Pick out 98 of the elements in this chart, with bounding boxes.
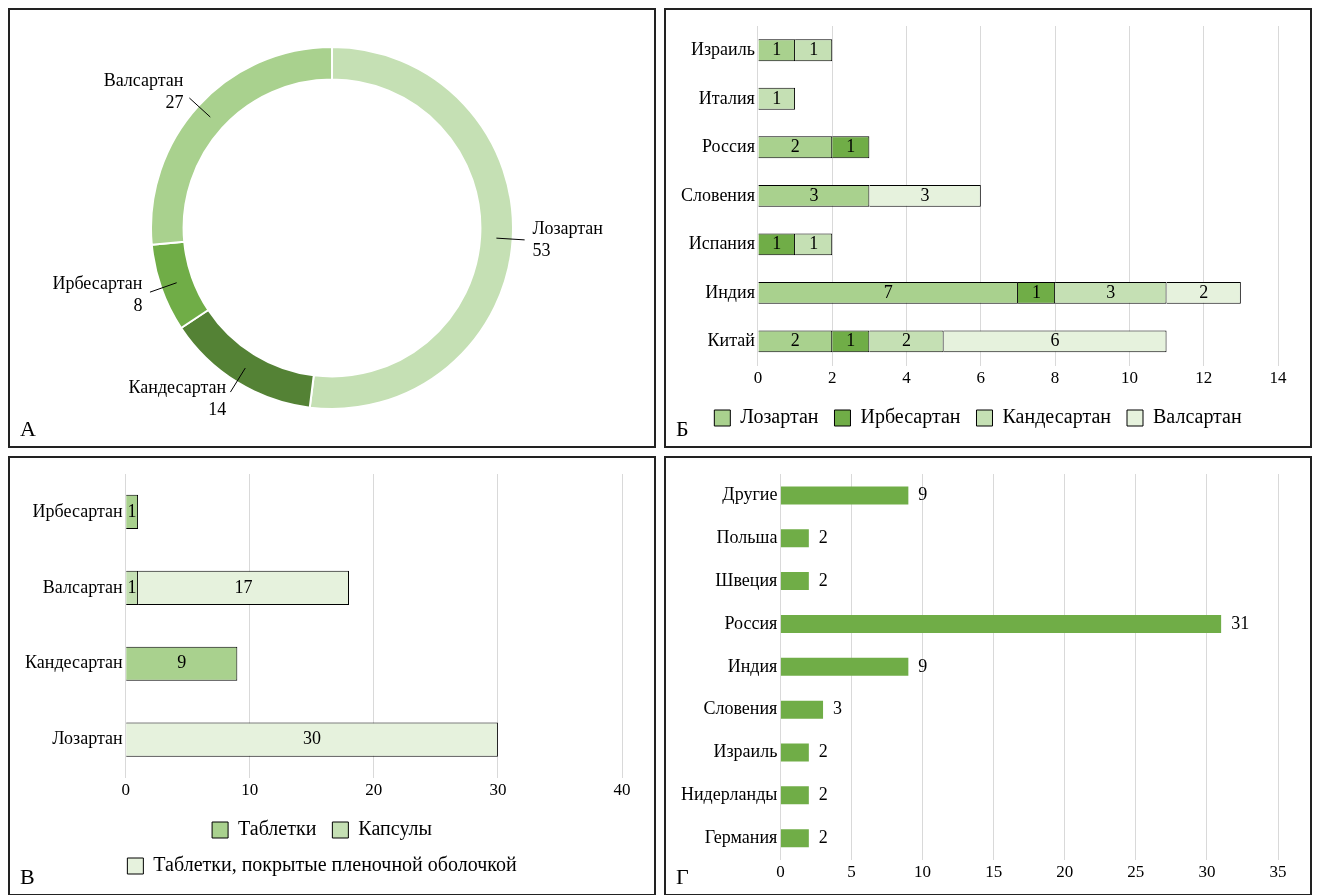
data-label: 31 [1231,612,1250,633]
data-label: 1 [809,38,819,59]
data-label: 1 [772,87,782,108]
data-label: 2 [818,741,828,762]
text: В [20,864,35,890]
data-label: 17 [234,576,253,597]
y-tick-label: Германия [704,826,778,847]
y-tick-label: Индия [727,655,778,676]
data-label: 9 [177,652,187,673]
x-tick-label: 5 [847,862,856,882]
y-tick-label: Нидерланды [680,784,778,805]
x-tick-label: 40 [613,780,631,800]
data-label: 1 [127,576,137,597]
bar [780,657,909,676]
y-tick-label: Словения [703,698,778,719]
y-tick-label: Лозартан [52,728,124,749]
data-label: 2 [818,527,828,547]
data-label: 6 [1050,330,1060,351]
legend-label: Кандесартан [1002,405,1112,429]
data-label: 3 [833,698,843,719]
x-tick-label: 30 [489,780,507,800]
legend-label: Ирбесартан [860,405,961,429]
y-tick-label: Китай [707,330,756,351]
legend-label: Капсулы [358,817,432,841]
data-label: 7 [883,281,893,302]
y-tick-label: Италия [698,87,755,108]
x-tick-label: 6 [976,368,986,388]
x-tick-label: 35 [1269,862,1287,882]
y-tick-label: Израиль [713,741,778,762]
bar [780,829,809,848]
x-tick-label: 2 [827,368,837,388]
y-tick-label: Ирбесартан [32,500,124,521]
bar [780,529,809,548]
data-label: 30 [303,728,322,749]
data-label: 9 [918,655,928,676]
x-tick-label: 20 [365,780,383,800]
text: Б [676,416,689,442]
data-label: 1 [772,38,782,59]
x-tick-label: 25 [1127,862,1145,882]
x-tick-label: 10 [1120,368,1138,388]
y-tick-label: Россия [724,612,778,633]
data-label: 3 [809,184,819,205]
legend-label: Лозартан [740,405,819,429]
bar [780,486,909,505]
y-tick-label: Другие [722,484,778,505]
slice-label: Кандесартан [128,376,227,397]
data-label: 3 [920,184,930,205]
x-tick-label: 10 [914,862,932,882]
data-label: 2 [902,330,912,351]
y-tick-label: Израиль [690,38,755,59]
y-tick-label: Польша [716,527,778,547]
data-label: 8 [133,294,143,315]
x-tick-label: 0 [121,780,130,800]
data-label: 2 [790,136,800,157]
bar [780,614,1222,633]
x-tick-label: 0 [753,368,763,388]
data-label: 2 [818,569,828,590]
data-label: 2 [818,826,828,847]
bar [780,572,809,591]
data-label: 3 [1106,281,1116,302]
data-label: 1 [1032,281,1042,302]
legend-label: Таблетки, покрытые пленочной оболочкой [153,853,517,877]
data-label: 1 [846,136,856,157]
y-tick-label: Швеция [715,569,778,590]
slice-label: Лозартан [532,218,604,239]
data-label: 53 [532,240,551,261]
data-label: 1 [846,330,856,351]
x-tick-label: 12 [1195,368,1213,388]
x-tick-label: 14 [1269,368,1287,388]
y-tick-label: Кандесартан [25,652,124,673]
x-tick-label: 8 [1050,368,1060,388]
y-tick-label: Валсартан [42,576,124,597]
data-label: 27 [165,92,184,113]
legend-label: Валсартан [1153,405,1242,429]
bar [780,786,809,805]
x-tick-label: 30 [1198,862,1216,882]
y-tick-label: Индия [705,281,755,302]
text: Г [676,864,689,890]
bar [780,743,809,762]
data-label: 1 [809,233,819,254]
x-tick-label: 0 [776,862,785,882]
x-tick-label: 4 [902,368,912,388]
slice-label: Валсартан [103,70,184,91]
bar [780,700,824,719]
legend-label: Таблетки [238,817,317,840]
y-tick-label: Испания [688,233,755,254]
data-label: 1 [772,233,782,254]
data-label: 14 [208,398,227,419]
text: А [20,416,36,442]
data-label: 1 [127,500,137,521]
y-tick-label: Словения [680,184,755,205]
data-label: 2 [790,330,800,351]
x-tick-label: 15 [985,862,1003,882]
data-label: 2 [1199,281,1209,302]
data-label: 9 [918,484,928,505]
y-tick-label: Россия [702,136,755,157]
x-tick-label: 20 [1056,862,1074,882]
x-tick-label: 10 [241,780,259,800]
